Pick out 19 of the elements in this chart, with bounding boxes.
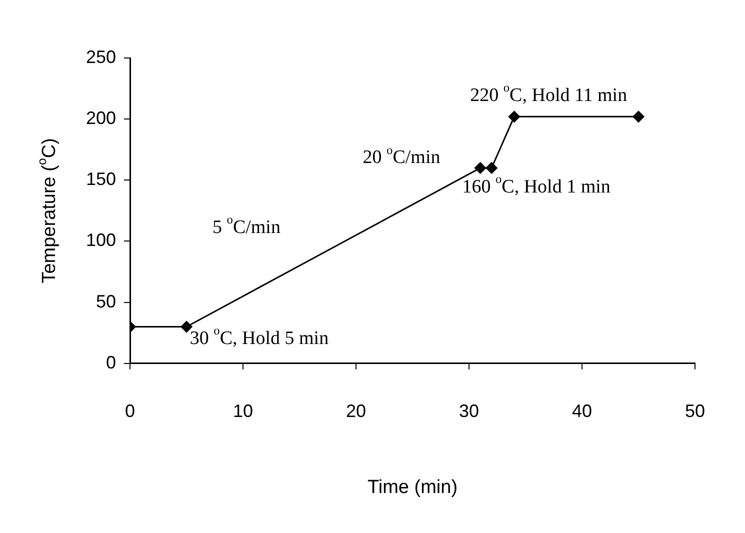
y-tick-label: 250 xyxy=(86,46,116,67)
y-tick-label: 50 xyxy=(96,291,116,312)
point xyxy=(486,162,498,174)
y-tick-label: 200 xyxy=(86,108,116,128)
point xyxy=(474,162,486,174)
point xyxy=(508,110,520,122)
x-tick-label: 50 xyxy=(684,401,706,422)
y-axis-title: Temperature (oC) xyxy=(34,138,60,284)
point xyxy=(180,321,192,332)
x-axis-title: Time (min) xyxy=(367,477,458,498)
x-tick-label: 20 xyxy=(346,401,366,422)
y-tick-label: 150 xyxy=(86,169,116,190)
y-tick-label: 0 xyxy=(106,352,116,372)
point xyxy=(632,110,644,122)
x-tick-label: 0 xyxy=(125,401,136,422)
x-tick-label: 10 xyxy=(233,401,254,422)
x-tick-label: 40 xyxy=(572,401,592,422)
x-tick-label: 30 xyxy=(458,401,480,422)
y-tick-label: 100 xyxy=(86,230,116,250)
